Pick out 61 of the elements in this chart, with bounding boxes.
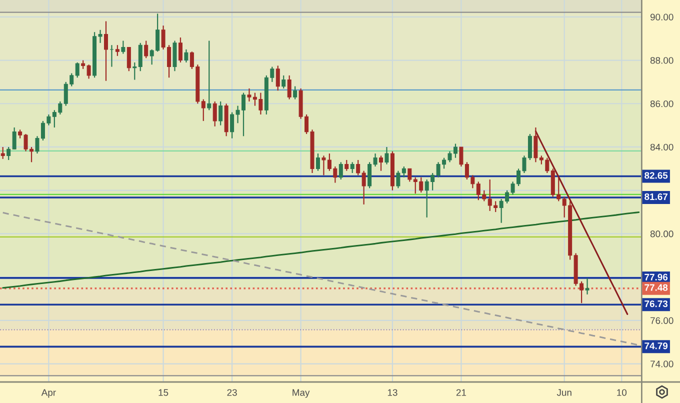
candlestick (132, 62, 137, 80)
candlestick (356, 159, 360, 176)
x-tick-label: 10 (617, 389, 627, 396)
candlestick (402, 166, 406, 178)
line-series (534, 130, 628, 315)
y-tick-label: 90.00 (650, 14, 674, 20)
x-tick-label: Apr (41, 389, 56, 398)
candlestick (184, 48, 188, 63)
candlestick (379, 155, 384, 172)
ref-line-label: 82.65 (644, 172, 668, 179)
line-series (2, 211, 640, 289)
candlestick (362, 170, 366, 205)
candlestick (75, 62, 80, 78)
x-tick-label: 15 (158, 389, 168, 396)
ref-line-label: 81.67 (644, 193, 668, 200)
candlestick (282, 74, 286, 90)
ref-line-label: 77.48 (644, 284, 668, 291)
candlestick (86, 64, 91, 80)
candlestick (344, 159, 349, 172)
x-tick-label: May (292, 389, 310, 398)
candlestick (172, 40, 177, 72)
y-tick-label: 88.00 (650, 57, 674, 64)
candlestick (408, 168, 412, 182)
x-tick-label: 21 (456, 389, 466, 396)
ref-line-label: 77.96 (644, 274, 668, 280)
candlestick (0, 146, 5, 160)
ref-line-label: 76.73 (644, 300, 668, 308)
y-tick-label: 84.00 (650, 144, 674, 151)
line-series (2, 212, 640, 346)
candlestick (6, 146, 11, 161)
candlestick (287, 74, 292, 100)
candlestick (384, 146, 389, 165)
candlestick (126, 46, 131, 72)
candlestick (178, 36, 182, 63)
candlestick (12, 126, 16, 150)
x-tick-label: 13 (388, 389, 398, 396)
candlestick (585, 278, 590, 295)
candlestick (201, 98, 206, 122)
ref-line-label: 74.79 (644, 342, 668, 350)
candlestick (534, 126, 538, 163)
y-tick-label: 80.00 (650, 230, 674, 238)
candlestick (207, 40, 212, 111)
candlestick (316, 152, 320, 172)
candlestick (276, 65, 280, 92)
y-tick-label: 74.00 (650, 360, 674, 368)
candlestick (396, 170, 400, 189)
y-tick-label: 86.00 (650, 100, 674, 108)
candlestick (110, 44, 114, 68)
x-tick-label: Jun (556, 389, 572, 396)
candlestick (121, 40, 126, 54)
x-tick-label: 23 (227, 389, 237, 396)
y-tick-label: 76.00 (650, 317, 674, 324)
candlestick (350, 162, 354, 174)
candlestick (144, 40, 148, 59)
candlestick (218, 100, 223, 126)
candlestick (338, 162, 343, 180)
candlestick (212, 100, 217, 127)
candlestick (138, 42, 142, 72)
candlestick (293, 86, 298, 100)
candlestick (115, 44, 120, 56)
candlestick (104, 20, 108, 82)
